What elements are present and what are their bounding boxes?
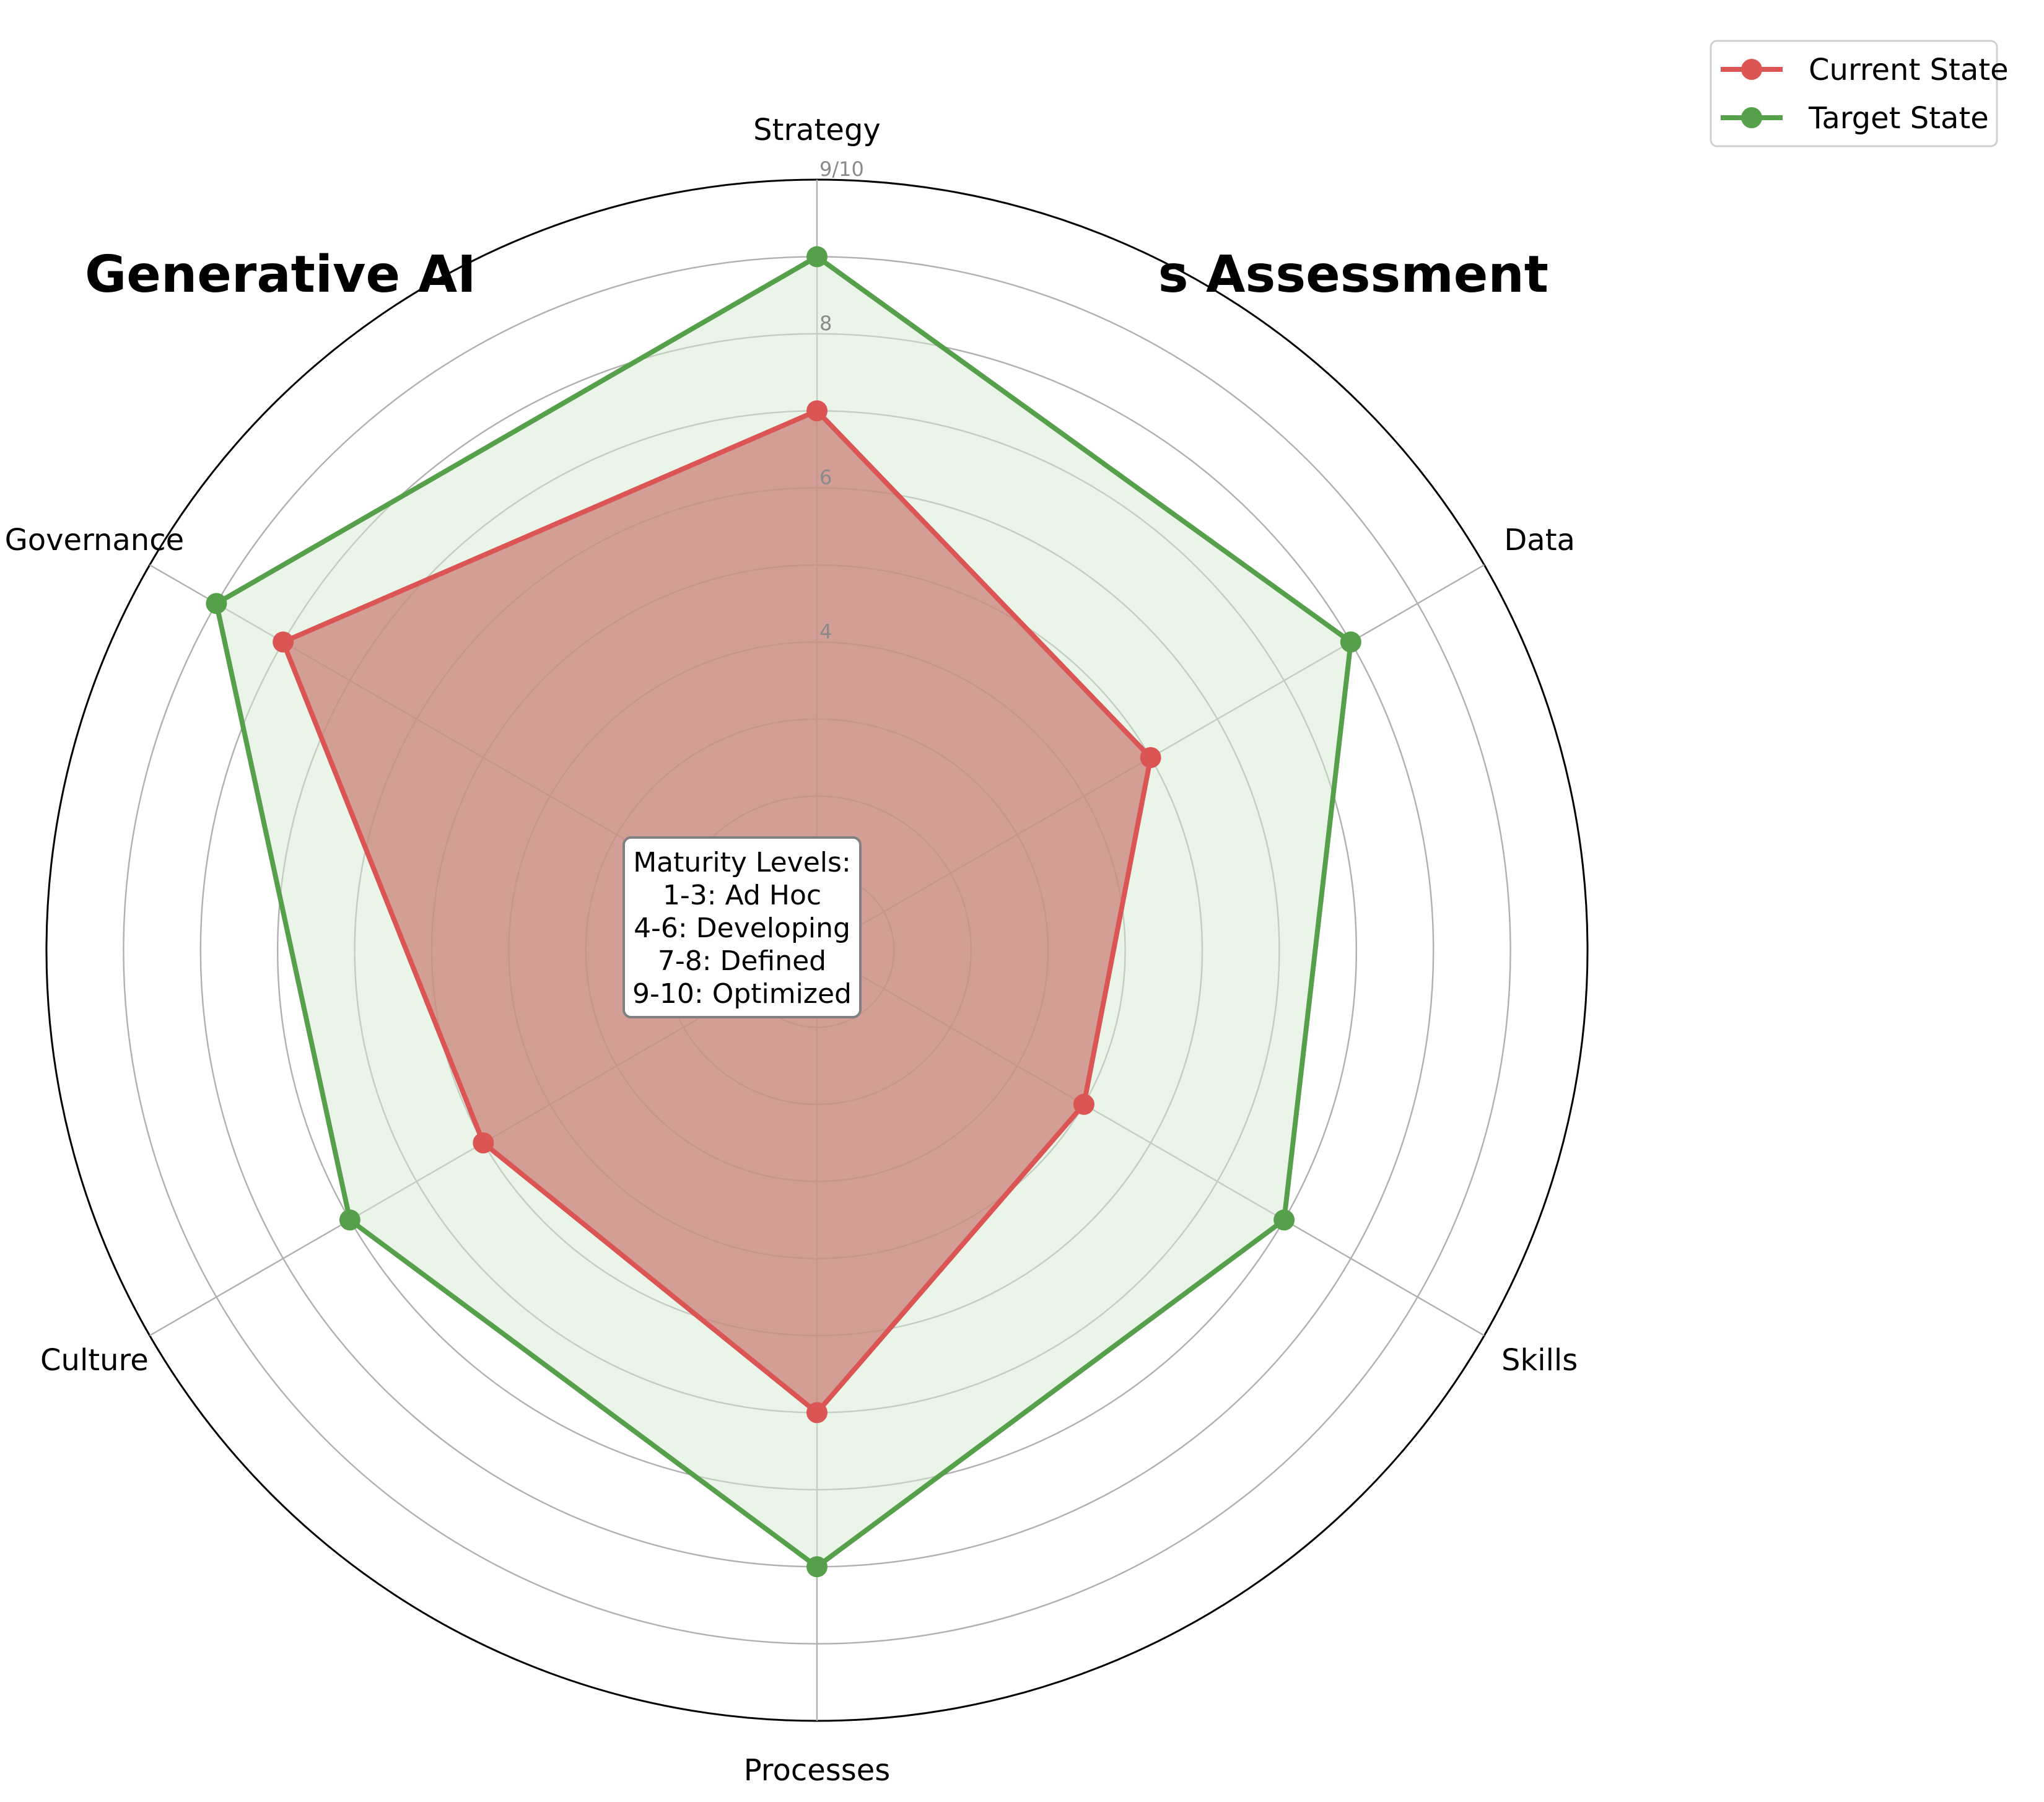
tick-label: 6	[819, 466, 832, 489]
annotation-line: Maturity Levels:	[633, 847, 851, 878]
axis-label-strategy: Strategy	[753, 113, 881, 147]
point-target-state-culture	[339, 1209, 360, 1231]
chart-title-left: Generative AI	[85, 245, 476, 304]
point-current-state-processes	[806, 1402, 828, 1424]
chart-title-right: s Assessment	[1158, 245, 1548, 304]
legend: Current State Target State	[1710, 40, 2009, 147]
legend-marker-current-state	[1741, 59, 1762, 80]
annotation-line: 9-10: Optimized	[632, 978, 852, 1010]
point-target-state-governance	[206, 593, 227, 615]
annotation-frame	[622, 836, 862, 1018]
point-current-state-governance	[273, 631, 294, 653]
axis-label-skills: Skills	[1501, 1343, 1578, 1378]
axis-label-culture: Culture	[40, 1343, 149, 1378]
annotation-line: 4-6: Developing	[634, 912, 850, 944]
point-current-state-strategy	[806, 400, 828, 422]
point-current-state-culture	[473, 1132, 494, 1153]
point-current-state-data	[1140, 747, 1161, 768]
point-target-state-strategy	[806, 246, 828, 268]
point-current-state-skills	[1073, 1093, 1094, 1115]
point-target-state-processes	[806, 1556, 828, 1578]
annotation-line: 1-3: Ad Hoc	[663, 880, 821, 911]
title-layer: Generative AI s Assessment	[85, 245, 1548, 304]
annotation-line: 7-8: Defined	[658, 945, 826, 977]
labels-layer: 4 6 8 9/10 Strategy Data Skills Processes Cultur…	[5, 113, 1578, 1788]
point-target-state-skills	[1273, 1209, 1295, 1231]
axis-label-governance: Governance	[5, 523, 185, 558]
tick-label: 4	[819, 619, 832, 643]
tick-label: 9/10	[819, 157, 864, 181]
axis-label-processes: Processes	[744, 1753, 891, 1788]
legend-label-current-state: Current State	[1809, 53, 2009, 87]
point-target-state-data	[1340, 631, 1361, 653]
axis-label-data: Data	[1504, 523, 1575, 558]
tick-label: 8	[819, 312, 832, 335]
legend-label-target-state: Target State	[1808, 101, 1989, 136]
legend-marker-target-state	[1741, 107, 1762, 128]
